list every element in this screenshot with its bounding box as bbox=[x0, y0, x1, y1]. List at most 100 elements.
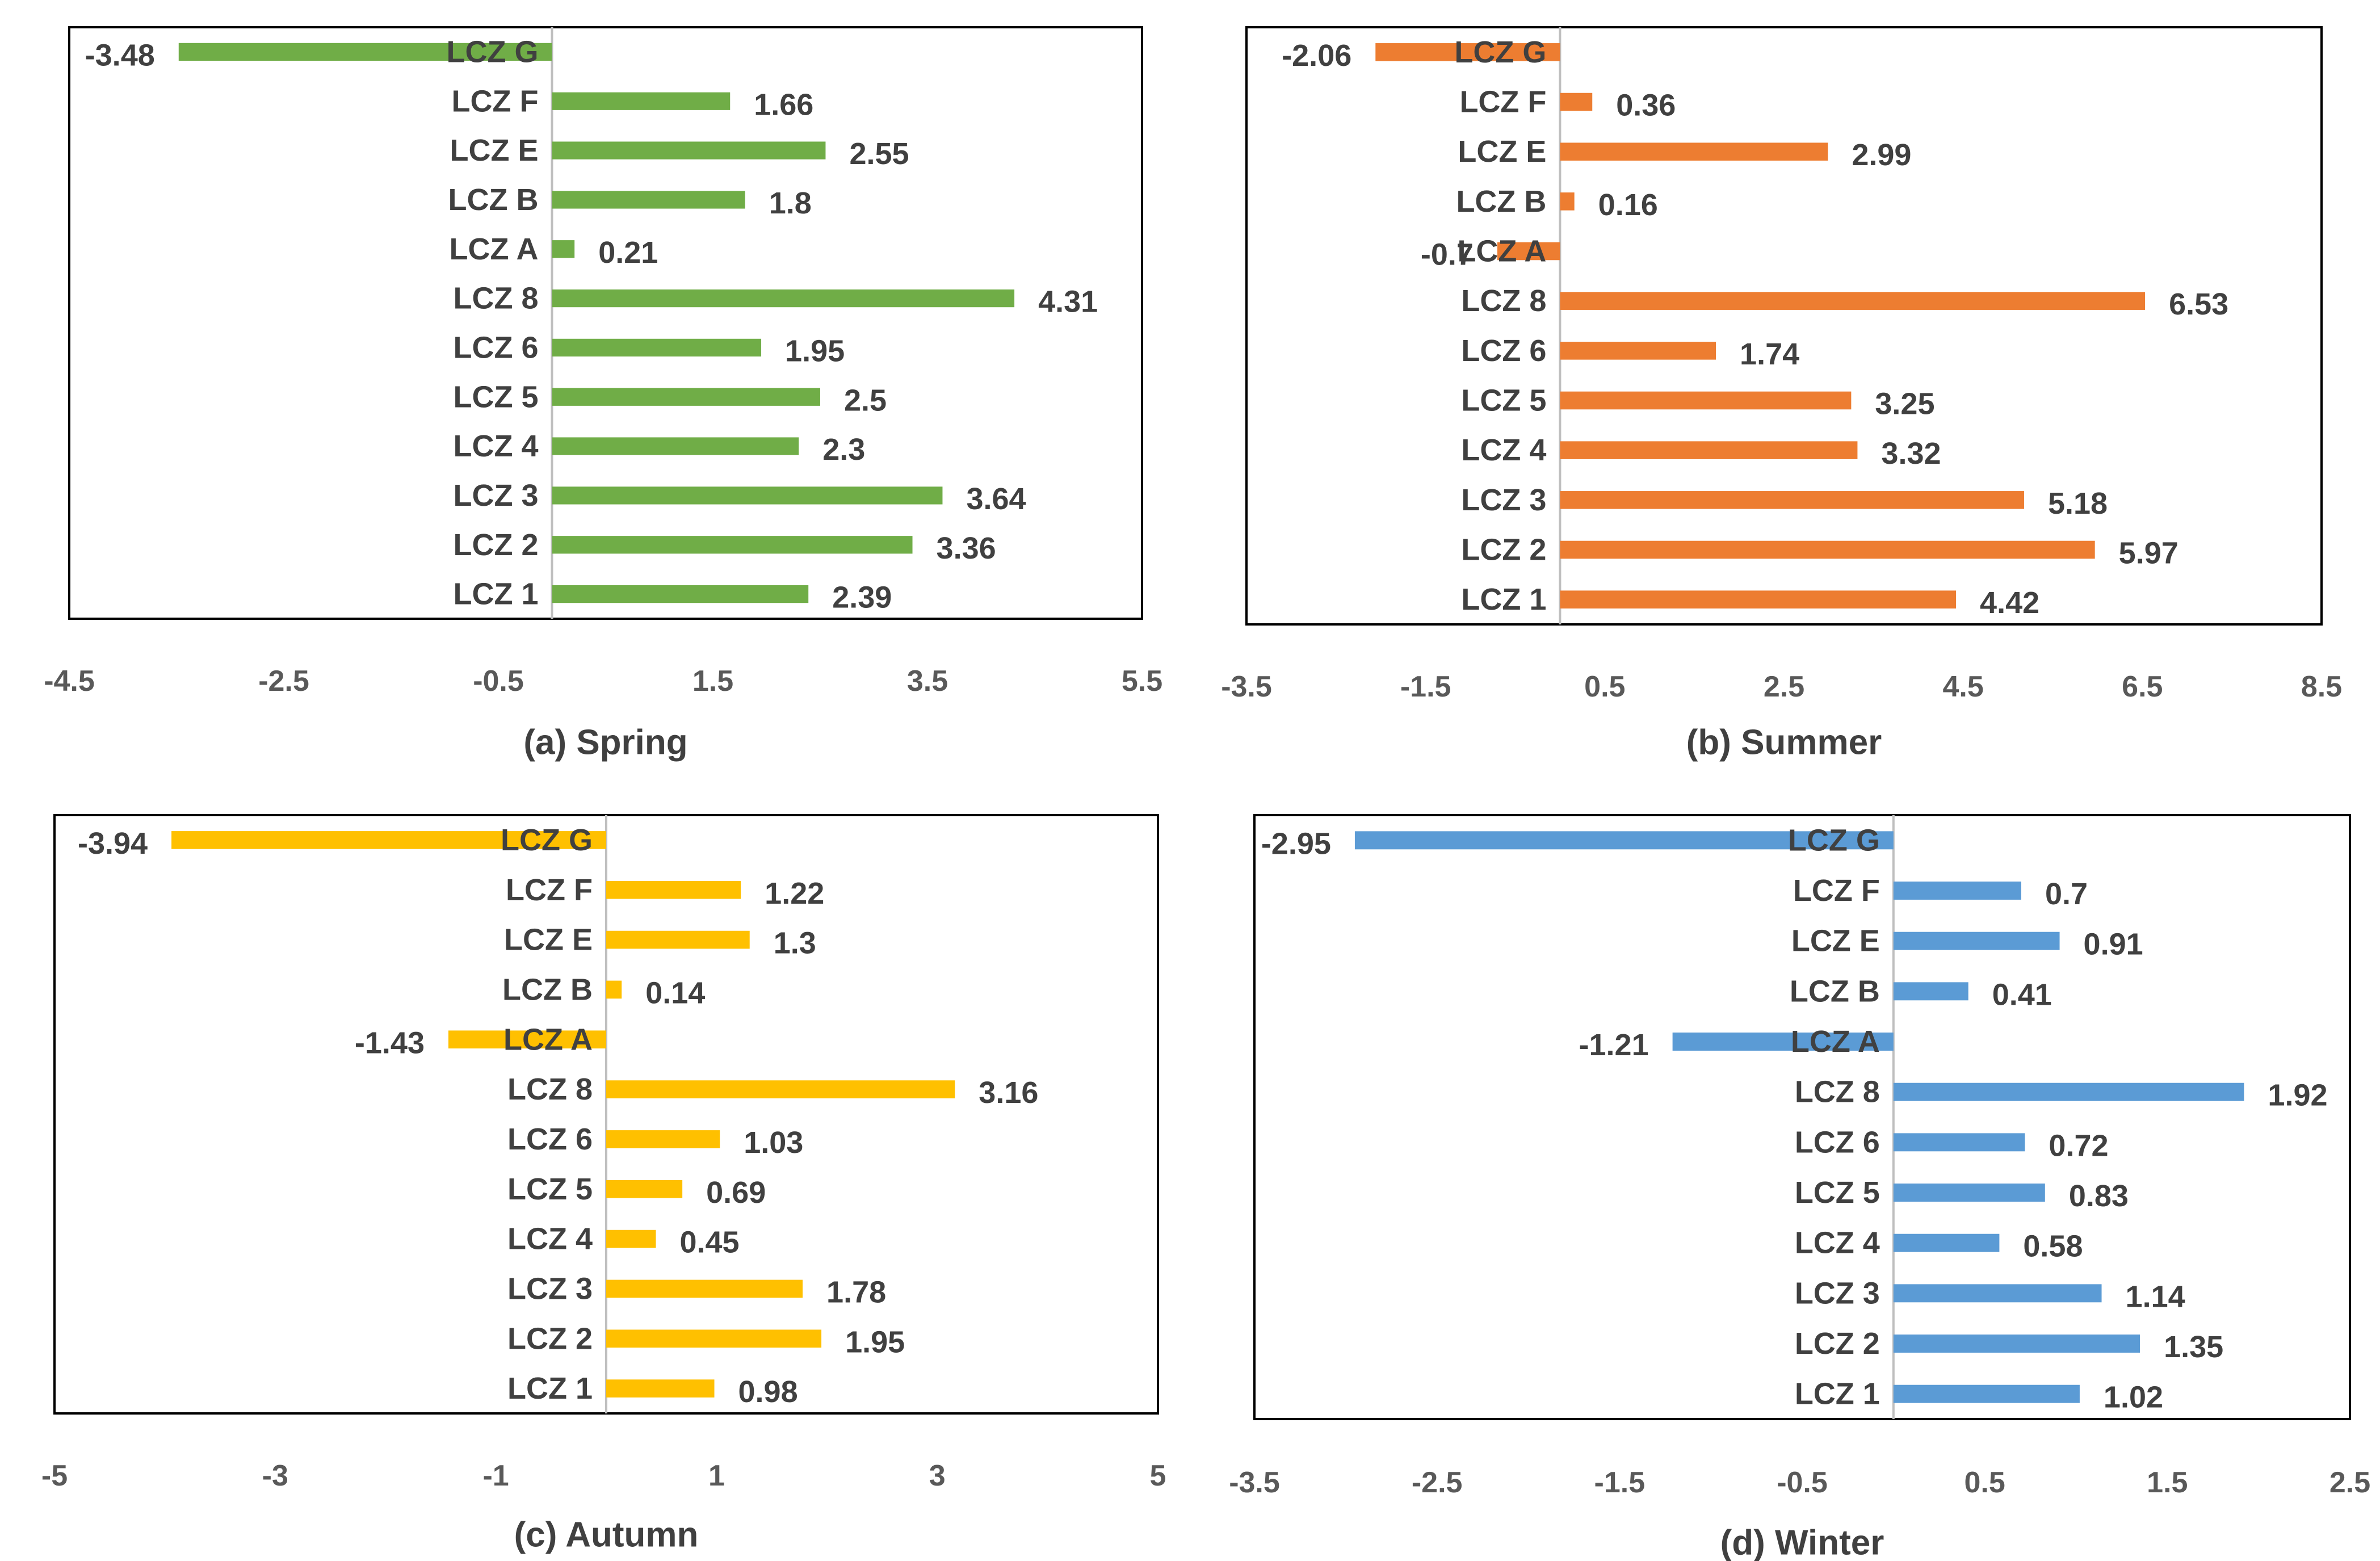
value-label: 3.64 bbox=[966, 482, 1026, 516]
bar-lcz-6 bbox=[606, 1130, 720, 1148]
bar-lcz-6 bbox=[1560, 342, 1716, 360]
bar-lcz-8 bbox=[606, 1080, 955, 1098]
value-label: 1.35 bbox=[2164, 1330, 2223, 1364]
category-label: LCZ A bbox=[1457, 234, 1546, 268]
value-label: 4.42 bbox=[1980, 586, 2039, 620]
category-label: LCZ 2 bbox=[453, 528, 538, 562]
x-tick-label: -3.5 bbox=[1229, 1466, 1280, 1499]
category-label: LCZ F bbox=[506, 873, 593, 907]
x-tick-label: -0.5 bbox=[473, 665, 524, 698]
value-label: 3.36 bbox=[937, 531, 996, 565]
chart-caption: (b) Summer bbox=[1686, 723, 1882, 762]
x-tick-label: 4.5 bbox=[1943, 670, 1984, 703]
category-label: LCZ 6 bbox=[453, 330, 538, 364]
x-tick-label: 3 bbox=[929, 1459, 946, 1492]
bar-lcz-g bbox=[1354, 831, 1894, 850]
category-label: LCZ 3 bbox=[1795, 1276, 1880, 1310]
category-label: LCZ 5 bbox=[1461, 384, 1546, 418]
value-label: 1.22 bbox=[765, 876, 824, 910]
category-label: LCZ 5 bbox=[1795, 1176, 1880, 1210]
category-label: LCZ E bbox=[1458, 135, 1546, 169]
value-label: 1.14 bbox=[2126, 1279, 2185, 1314]
x-tick-label: -5 bbox=[41, 1459, 68, 1492]
category-label: LCZ 5 bbox=[507, 1172, 593, 1206]
x-tick-label: 1.5 bbox=[692, 665, 733, 698]
category-label: LCZ A bbox=[1791, 1025, 1880, 1059]
value-label: 3.32 bbox=[1881, 437, 1941, 471]
chart-caption: (d) Winter bbox=[1720, 1524, 1884, 1561]
value-label: 5.97 bbox=[2119, 536, 2178, 570]
category-label: LCZ G bbox=[501, 823, 593, 857]
value-label: -0.7 bbox=[1421, 238, 1474, 272]
category-label: LCZ 3 bbox=[507, 1272, 593, 1306]
value-label: -1.21 bbox=[1579, 1028, 1649, 1062]
x-tick-label: -1 bbox=[482, 1459, 509, 1492]
bar-lcz-6 bbox=[1893, 1133, 2025, 1152]
x-tick-label: 0.5 bbox=[1584, 670, 1625, 703]
bar-lcz-5 bbox=[606, 1180, 683, 1198]
category-label: LCZ B bbox=[502, 972, 593, 1006]
category-label: LCZ 8 bbox=[1795, 1075, 1880, 1109]
x-tick-label: 6.5 bbox=[2122, 670, 2163, 703]
plot-frame bbox=[68, 26, 1143, 620]
value-label: 2.55 bbox=[849, 137, 909, 171]
value-label: 6.53 bbox=[2169, 287, 2228, 321]
value-label: 2.3 bbox=[822, 433, 865, 467]
bar-lcz-2 bbox=[1893, 1335, 2140, 1353]
value-label: 2.39 bbox=[832, 581, 892, 615]
category-label: LCZ G bbox=[447, 35, 539, 69]
value-label: 1.03 bbox=[744, 1126, 803, 1160]
value-label: 1.66 bbox=[754, 87, 813, 121]
bar-lcz-2 bbox=[606, 1329, 822, 1348]
category-label: LCZ 3 bbox=[1461, 483, 1546, 517]
category-label: LCZ 4 bbox=[507, 1222, 593, 1256]
x-tick-label: 5 bbox=[1150, 1459, 1166, 1492]
bar-lcz-e bbox=[552, 141, 826, 160]
value-label: 0.14 bbox=[645, 976, 705, 1010]
x-tick-label: -2.5 bbox=[258, 665, 309, 698]
x-tick-label: 8.5 bbox=[2301, 670, 2342, 703]
bar-lcz-e bbox=[606, 930, 750, 949]
category-label: LCZ 8 bbox=[507, 1072, 593, 1106]
bar-lcz-b bbox=[552, 191, 745, 209]
bar-lcz-5 bbox=[1560, 391, 1852, 410]
category-label: LCZ 1 bbox=[1461, 582, 1546, 616]
value-label: 2.5 bbox=[844, 383, 887, 417]
category-label: LCZ E bbox=[1791, 924, 1880, 958]
bar-lcz-5 bbox=[552, 388, 820, 406]
bar-lcz-b bbox=[1893, 982, 1968, 1001]
bar-lcz-f bbox=[606, 880, 741, 899]
value-label: 1.95 bbox=[785, 334, 845, 368]
x-tick-label: 0.5 bbox=[1965, 1466, 2005, 1499]
x-tick-label: -4.5 bbox=[44, 665, 95, 698]
category-label: LCZ 2 bbox=[1795, 1327, 1880, 1361]
bar-lcz-g bbox=[1375, 43, 1560, 61]
value-label: 1.8 bbox=[769, 186, 812, 220]
category-label: LCZ F bbox=[1793, 874, 1880, 908]
bar-lcz-4 bbox=[1560, 441, 1858, 459]
value-label: 0.41 bbox=[1992, 977, 2052, 1012]
category-label: LCZ G bbox=[1788, 823, 1880, 857]
bar-lcz-5 bbox=[1893, 1184, 2045, 1202]
chart-winter: LCZ G -2.95 LCZ F 0.7 LCZ E 0.91 LCZ B 0.41 LCZ … bbox=[1229, 814, 2370, 1561]
bar-lcz-3 bbox=[1560, 491, 2024, 509]
bar-lcz-1 bbox=[1893, 1384, 2080, 1403]
value-label: 0.69 bbox=[706, 1176, 766, 1210]
bar-lcz-8 bbox=[1893, 1082, 2244, 1101]
x-tick-label: -0.5 bbox=[1777, 1466, 1828, 1499]
x-tick-label: 1 bbox=[708, 1459, 725, 1492]
value-label: -3.94 bbox=[78, 826, 148, 861]
value-label: 0.98 bbox=[738, 1375, 798, 1409]
bar-lcz-e bbox=[1560, 142, 1828, 161]
category-label: LCZ 8 bbox=[453, 282, 538, 316]
bar-lcz-1 bbox=[552, 585, 809, 603]
category-label: LCZ 2 bbox=[507, 1321, 593, 1356]
value-label: 0.7 bbox=[2045, 877, 2088, 911]
bar-lcz-2 bbox=[552, 536, 913, 554]
x-tick-label: 2.5 bbox=[2329, 1466, 2370, 1499]
bar-lcz-4 bbox=[606, 1230, 656, 1248]
category-label: LCZ 5 bbox=[453, 380, 538, 414]
bar-lcz-f bbox=[1560, 93, 1593, 111]
value-label: 1.3 bbox=[774, 926, 816, 960]
